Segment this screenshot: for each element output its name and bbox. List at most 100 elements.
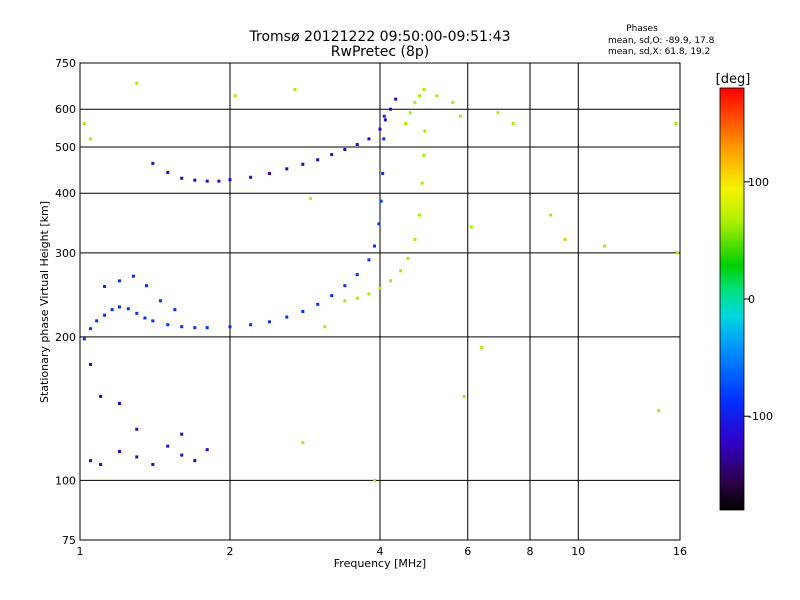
colorbar-label: [deg] — [716, 72, 751, 87]
data-point — [117, 401, 121, 405]
data-point — [316, 302, 320, 306]
data-point — [435, 94, 439, 98]
data-point — [480, 345, 484, 349]
data-point — [382, 137, 386, 141]
data-point — [89, 137, 93, 141]
x-tick-label: 1 — [77, 545, 84, 558]
data-point — [285, 167, 289, 171]
chart-subtitle: RwPretec (8p) — [331, 44, 429, 60]
phases-stats-x: mean, sd,X: 61.8, 19.2 — [608, 47, 710, 57]
data-point — [99, 394, 103, 398]
data-point — [323, 325, 327, 329]
data-point — [377, 222, 381, 226]
data-point — [217, 179, 221, 183]
colorbar — [719, 87, 745, 511]
data-point — [462, 394, 466, 398]
data-point — [228, 325, 232, 329]
y-tick-label: 100 — [55, 474, 76, 487]
data-point — [267, 320, 271, 324]
x-tick-label: 16 — [673, 545, 687, 558]
data-point — [383, 118, 387, 122]
data-point — [145, 284, 149, 288]
data-point — [205, 448, 209, 452]
colorbar-tick-label: 0 — [748, 293, 755, 306]
data-point — [103, 313, 107, 317]
data-point — [422, 153, 426, 157]
data-point — [367, 137, 371, 141]
data-point — [496, 111, 500, 115]
data-point — [343, 284, 347, 288]
data-point — [205, 179, 209, 183]
data-point — [89, 362, 93, 366]
data-point — [413, 100, 417, 104]
data-point — [205, 326, 209, 330]
grid-lines — [80, 63, 680, 540]
data-point — [469, 225, 473, 229]
x-tick-label: 10 — [571, 545, 585, 558]
data-point — [413, 237, 417, 241]
data-point — [151, 319, 155, 323]
phases-stats-o: mean, sd,O: -89.9, 17.8 — [608, 36, 715, 46]
data-point — [301, 162, 305, 166]
data-point — [110, 308, 114, 312]
data-point — [131, 274, 135, 278]
data-point — [343, 147, 347, 151]
data-point — [135, 427, 139, 431]
x-tick-label: 4 — [377, 545, 384, 558]
data-point — [367, 258, 371, 262]
x-axis-label: Frequency [MHz] — [334, 557, 426, 570]
data-point — [422, 87, 426, 91]
data-point — [406, 256, 410, 260]
data-point — [423, 129, 427, 133]
data-point — [379, 199, 383, 203]
data-point — [233, 94, 237, 98]
data-point — [389, 107, 393, 111]
y-tick-label: 200 — [55, 331, 76, 344]
data-point — [135, 81, 139, 85]
y-tick-label: 600 — [55, 103, 76, 116]
data-point — [293, 87, 297, 91]
x-tick-label: 6 — [464, 545, 471, 558]
data-point — [420, 181, 424, 185]
data-point — [408, 111, 412, 115]
data-point — [193, 459, 197, 463]
data-point — [117, 305, 121, 309]
chart-title: Tromsø 20121222 09:50:00-09:51:43 — [249, 29, 511, 45]
data-point — [117, 279, 121, 283]
data-point — [180, 176, 184, 180]
y-tick-label: 300 — [55, 247, 76, 260]
data-point — [674, 122, 678, 126]
data-point — [330, 294, 334, 298]
data-point — [355, 296, 359, 300]
data-point — [249, 323, 253, 327]
data-point — [301, 441, 305, 445]
data-point — [193, 178, 197, 182]
data-point — [511, 122, 515, 126]
y-axis-label: Stationary phase Virtual Height [km] — [38, 201, 51, 403]
data-point — [135, 311, 139, 315]
data-point — [166, 171, 170, 175]
data-point — [99, 462, 103, 466]
data-point — [135, 455, 139, 459]
data-point — [381, 171, 385, 175]
data-point — [117, 449, 121, 453]
colorbar-tick-label: 100 — [748, 176, 769, 189]
data-point — [180, 453, 184, 457]
data-point — [355, 273, 359, 277]
data-point — [82, 122, 86, 126]
data-point — [173, 308, 177, 312]
phases-title: Phases — [626, 24, 658, 34]
colorbar-tick-label: -100 — [748, 410, 773, 423]
data-point — [563, 237, 567, 241]
data-point — [403, 122, 407, 126]
data-point — [373, 244, 377, 248]
data-point — [89, 327, 93, 331]
y-tick-label: 400 — [55, 187, 76, 200]
data-points — [82, 81, 679, 482]
y-tick-label: 750 — [55, 57, 76, 70]
data-point — [193, 326, 197, 330]
data-point — [151, 462, 155, 466]
data-point — [301, 309, 305, 313]
data-point — [389, 279, 393, 283]
data-point — [267, 171, 271, 175]
